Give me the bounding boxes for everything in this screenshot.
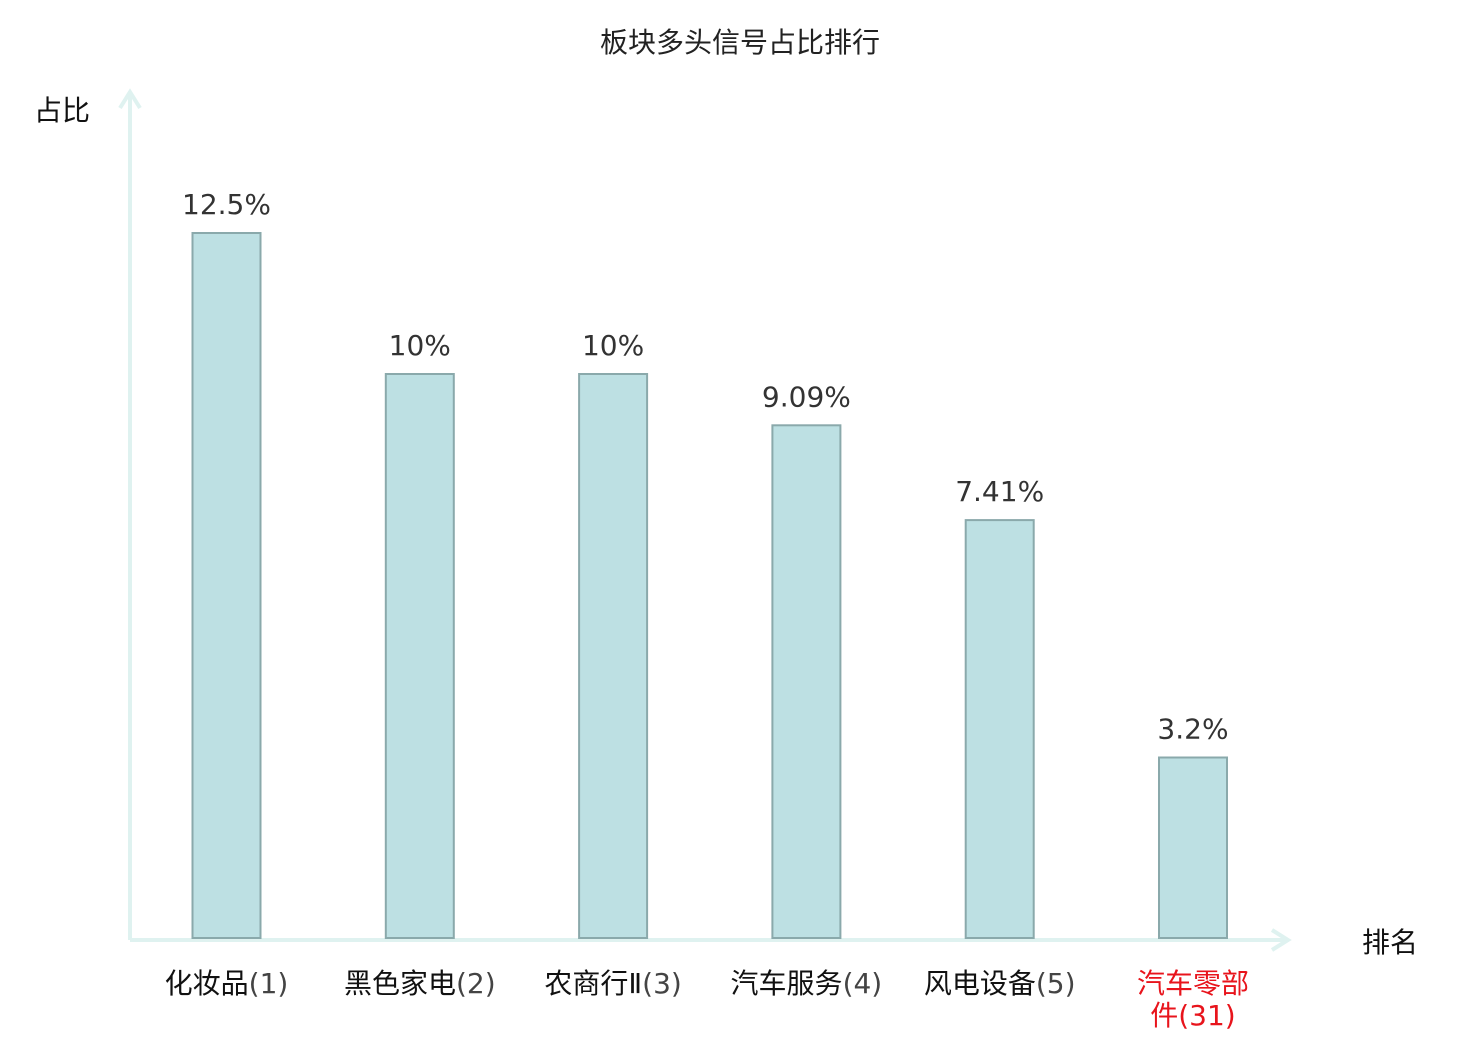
bar-3	[578, 373, 649, 939]
category-label-2: 黑色家电(2)	[344, 967, 496, 1000]
value-label-5: 7.41%	[955, 475, 1044, 508]
value-label-4: 9.09%	[762, 380, 851, 413]
category-rank-5: (5)	[1036, 967, 1076, 1000]
category-label-3: 农商行Ⅱ(3)	[544, 967, 681, 1000]
value-label-2: 10%	[389, 329, 451, 362]
y-axis-arrow	[118, 88, 142, 110]
bars	[191, 232, 1228, 939]
category-label-1: 化妆品(1)	[165, 967, 289, 1000]
category-name-1: 化妆品	[165, 967, 249, 1000]
category-rank-4: (4)	[843, 967, 883, 1000]
category-rank-3: (3)	[642, 967, 682, 1000]
category-name-2: 黑色家电	[344, 967, 456, 1000]
x-axis-arrow	[1270, 928, 1292, 952]
x-axis-label: 排名	[1362, 926, 1418, 959]
category-rank-1: (1)	[249, 967, 289, 1000]
category-label-6-line-2: 件(31)	[1150, 999, 1235, 1032]
value-labels: 12.5% 10% 10% 9.09% 7.41% 3.2%	[182, 188, 1229, 746]
x-axis	[130, 928, 1292, 952]
value-label-3: 10%	[582, 329, 644, 362]
category-rank-2: (2)	[456, 967, 496, 1000]
category-name-4: 汽车服务	[731, 967, 843, 1000]
category-label-5: 风电设备(5)	[924, 967, 1076, 1000]
bar-1	[191, 232, 262, 939]
chart-title: 板块多头信号占比排行	[600, 26, 880, 59]
value-label-1: 12.5%	[182, 188, 271, 221]
category-labels: 化妆品(1) 黑色家电(2) 农商行Ⅱ(3) 汽车服务(4) 风电设备(5) 汽车零部件(…	[165, 967, 1249, 1032]
value-label-6: 3.2%	[1157, 713, 1228, 746]
category-label-4: 汽车服务(4)	[731, 967, 883, 1000]
bar-6	[1158, 756, 1228, 939]
y-axis-label: 占比	[34, 94, 90, 127]
category-name-5: 风电设备	[924, 967, 1036, 1000]
bar-2	[384, 373, 455, 939]
bar-4	[771, 424, 842, 939]
bar-5	[964, 519, 1035, 939]
category-label-6-line-1: 汽车零部	[1137, 967, 1249, 1000]
y-axis	[118, 88, 142, 940]
category-name-3: 农商行Ⅱ	[544, 967, 642, 1000]
